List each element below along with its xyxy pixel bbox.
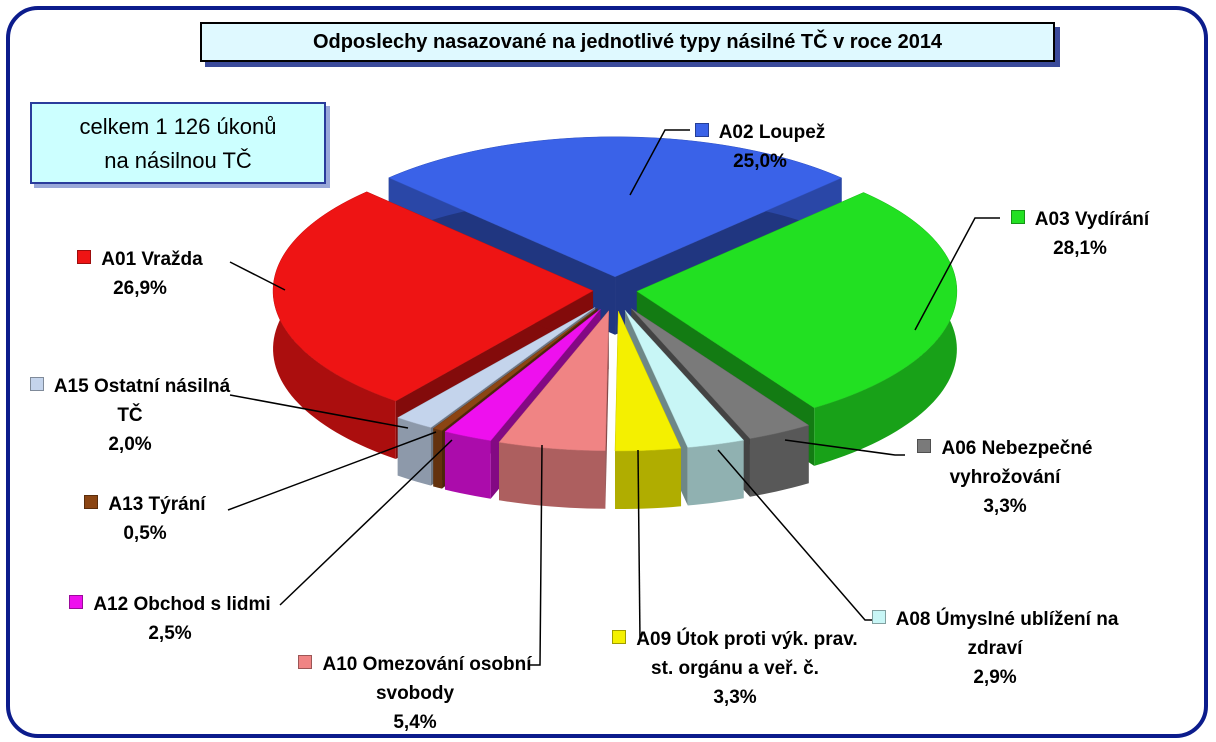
data-label: A01 Vražda 26,9% [40,245,240,303]
leader-line [279,439,453,606]
annotation: celkem 1 126 úkonů na násilnou TČ [79,114,277,173]
annotation-box: celkem 1 126 úkonů na násilnou TČ [30,102,326,184]
pie-slice [272,191,594,402]
category-label: A01 Vražda [101,249,203,270]
pie-slice [631,308,810,439]
value-label: 3,3% [713,687,757,708]
leader-line [637,449,641,641]
category-label: A03 Vydírání [1034,209,1150,230]
slice-side [749,425,809,497]
legend-swatch [84,495,99,509]
leader-line [227,431,437,511]
value-label: 2,5% [148,623,192,644]
leader-line [229,261,286,291]
legend-swatch [871,610,886,624]
data-label: A10 Omezování osobní svobody 5,4% [280,650,550,737]
category-label: A13 Týrání [108,494,206,515]
data-label: A13 Týrání 0,5% [40,490,250,548]
data-label: A02 Loupež 25,0% [660,118,860,176]
data-label: A03 Vydírání 28,1% [985,205,1175,263]
pie-slice [624,310,745,448]
value-label: 28,1% [1053,238,1107,259]
category-label: A06 Nebezpečné vyhrožování [941,438,1093,488]
slice-side [499,442,606,509]
data-label: A06 Nebezpečné vyhrožování 3,3% [895,434,1115,521]
data-label: A15 Ostatní násilná TČ 2,0% [25,372,235,459]
pie-slice [614,310,682,452]
category-label: A15 Ostatní násilná TČ [53,376,231,426]
data-label: A12 Obchod s lidmi 2,5% [55,590,285,648]
category-label: A02 Loupež [718,122,826,143]
value-label: 0,5% [123,523,167,544]
legend-swatch [1010,210,1025,224]
value-label: 2,0% [108,434,152,455]
pie-slice [498,310,609,452]
pie-slice [432,308,598,431]
category-label: A09 Útok proti výk. prav. st. orgánu a v… [636,629,858,679]
pie-slice [636,192,958,409]
slice-side [615,448,682,510]
slice-side [444,431,491,499]
category-label: A12 Obchod s lidmi [93,594,271,615]
legend-swatch [298,655,313,669]
leader-line [229,394,409,429]
pie-slice [397,307,596,428]
legend-swatch [69,595,84,609]
legend-swatch [77,250,92,264]
value-label: 2,9% [973,667,1017,688]
leader-line [784,439,905,456]
pie-slice [444,309,601,442]
category-label: A08 Úmyslné ublížení na zdraví [895,609,1119,659]
category-label: A10 Omezování osobní svobody [322,654,532,704]
value-label: 3,3% [983,496,1027,517]
legend-swatch [694,123,709,137]
value-label: 25,0% [733,151,787,172]
leader-line [629,129,690,196]
legend-swatch [612,630,627,644]
legend-swatch [917,439,932,453]
leader-line [914,217,1000,331]
slice-side [433,428,443,489]
value-label: 26,9% [113,278,167,299]
pie-slice [388,136,843,278]
value-label: 5,4% [393,712,437,733]
slice-side [687,440,744,506]
legend-swatch [29,377,44,391]
leader-line [530,444,543,666]
data-label: A08 Úmyslné ublížení na zdraví 2,9% [865,605,1125,692]
data-label: A09 Útok proti výk. prav. st. orgánu a v… [600,625,870,712]
chart-title: Odposlechy nasazované na jednotlivé typy… [200,22,1055,62]
